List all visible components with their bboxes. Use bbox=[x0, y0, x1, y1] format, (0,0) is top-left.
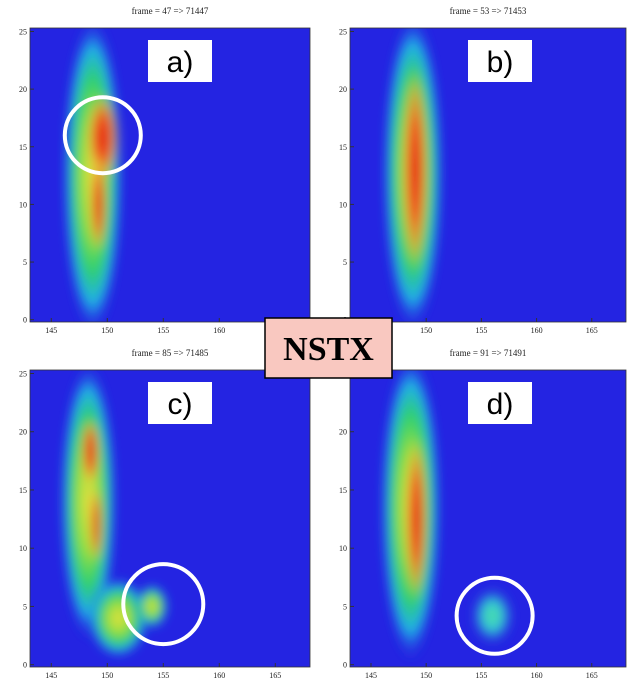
panel-title: frame = 91 => 71491 bbox=[450, 348, 527, 358]
highlight-circle bbox=[121, 562, 206, 647]
y-tick-label: 20 bbox=[19, 428, 27, 437]
panel-label: d) bbox=[487, 388, 514, 421]
x-tick-label: 150 bbox=[101, 326, 113, 335]
y-tick-label: 20 bbox=[19, 85, 27, 94]
y-tick-label: 10 bbox=[339, 200, 347, 209]
intensity-blob bbox=[470, 585, 515, 646]
panel-label: a) bbox=[167, 46, 194, 79]
y-tick-label: 20 bbox=[339, 428, 347, 437]
x-tick-label: 150 bbox=[101, 671, 113, 680]
y-tick-label: 10 bbox=[19, 544, 27, 553]
intensity-blob bbox=[136, 584, 169, 629]
x-tick-label: 145 bbox=[365, 671, 377, 680]
panel: frame = 85 => 71485 145 150 155 160 165 0 5 10 15… bbox=[19, 348, 311, 680]
highlight-circle bbox=[62, 95, 143, 176]
panel: frame = 91 => 71491 145 150 155 160 165 0 5 10 15… bbox=[339, 348, 627, 680]
y-tick-label: 0 bbox=[343, 661, 347, 670]
y-tick-label: 5 bbox=[343, 258, 347, 267]
heatmap bbox=[382, 28, 443, 322]
label-box bbox=[468, 40, 532, 82]
plot-frame bbox=[29, 369, 311, 668]
x-tick-label: 155 bbox=[157, 326, 169, 335]
panel-title: frame = 53 => 71453 bbox=[450, 6, 527, 16]
plot-frame bbox=[29, 27, 311, 323]
y-tick-label: 5 bbox=[343, 602, 347, 611]
y-tick-label: 15 bbox=[339, 143, 347, 152]
intensity-blob bbox=[90, 154, 107, 255]
intensity-blob bbox=[88, 578, 149, 659]
label-box bbox=[148, 382, 212, 424]
heatmap bbox=[380, 370, 515, 663]
y-tick-label: 5 bbox=[23, 258, 27, 267]
x-tick-label: 165 bbox=[586, 326, 598, 335]
y-tick-label: 10 bbox=[19, 200, 27, 209]
y-tick-label: 25 bbox=[19, 27, 27, 36]
x-tick-label: 165 bbox=[269, 671, 281, 680]
panel: frame = 53 => 71453145150155160165051015… bbox=[339, 6, 627, 335]
intensity-blob bbox=[81, 416, 100, 487]
y-tick-label: 0 bbox=[23, 316, 27, 325]
intensity-blob bbox=[60, 370, 117, 642]
x-tick-label: 155 bbox=[475, 326, 487, 335]
x-tick-label: 155 bbox=[475, 671, 487, 680]
heatmap bbox=[60, 370, 169, 659]
badge-box bbox=[264, 317, 393, 379]
panel: frame = 47 => 71447145150155160165051015… bbox=[19, 6, 311, 335]
label-box bbox=[148, 40, 212, 82]
y-tick-label: 10 bbox=[339, 544, 347, 553]
x-tick-label: 160 bbox=[531, 671, 543, 680]
y-tick-label: 15 bbox=[19, 486, 27, 495]
x-tick-label: 145 bbox=[45, 326, 57, 335]
panel-title: frame = 85 => 71485 bbox=[132, 348, 209, 358]
x-tick-label: 145 bbox=[45, 671, 57, 680]
x-tick-label: 160 bbox=[531, 326, 543, 335]
panel-label: b) bbox=[487, 46, 514, 79]
panel-title: frame = 47 => 71447 bbox=[132, 6, 209, 16]
badge-text: NSTX bbox=[283, 331, 374, 368]
x-tick-label: 150 bbox=[420, 326, 432, 335]
y-tick-label: 25 bbox=[19, 369, 27, 378]
x-tick-label: 155 bbox=[157, 671, 169, 680]
y-tick-label: 0 bbox=[23, 661, 27, 670]
intensity-blob bbox=[402, 64, 429, 275]
y-tick-label: 25 bbox=[339, 27, 347, 36]
x-tick-label: 150 bbox=[420, 671, 432, 680]
y-tick-label: 5 bbox=[23, 602, 27, 611]
x-tick-label: 160 bbox=[213, 671, 225, 680]
y-tick-label: 20 bbox=[339, 85, 347, 94]
y-tick-label: 15 bbox=[339, 486, 347, 495]
heatmap bbox=[62, 28, 123, 322]
x-tick-label: 165 bbox=[586, 671, 598, 680]
intensity-blob bbox=[90, 484, 103, 565]
intensity-blob bbox=[405, 434, 428, 605]
x-tick-label: 160 bbox=[213, 326, 225, 335]
plot-frame bbox=[349, 27, 627, 323]
y-tick-label: 15 bbox=[19, 143, 27, 152]
plot-frame bbox=[349, 369, 627, 668]
panel-label: c) bbox=[168, 388, 193, 421]
label-box bbox=[468, 382, 532, 424]
highlight-circle bbox=[454, 575, 535, 656]
